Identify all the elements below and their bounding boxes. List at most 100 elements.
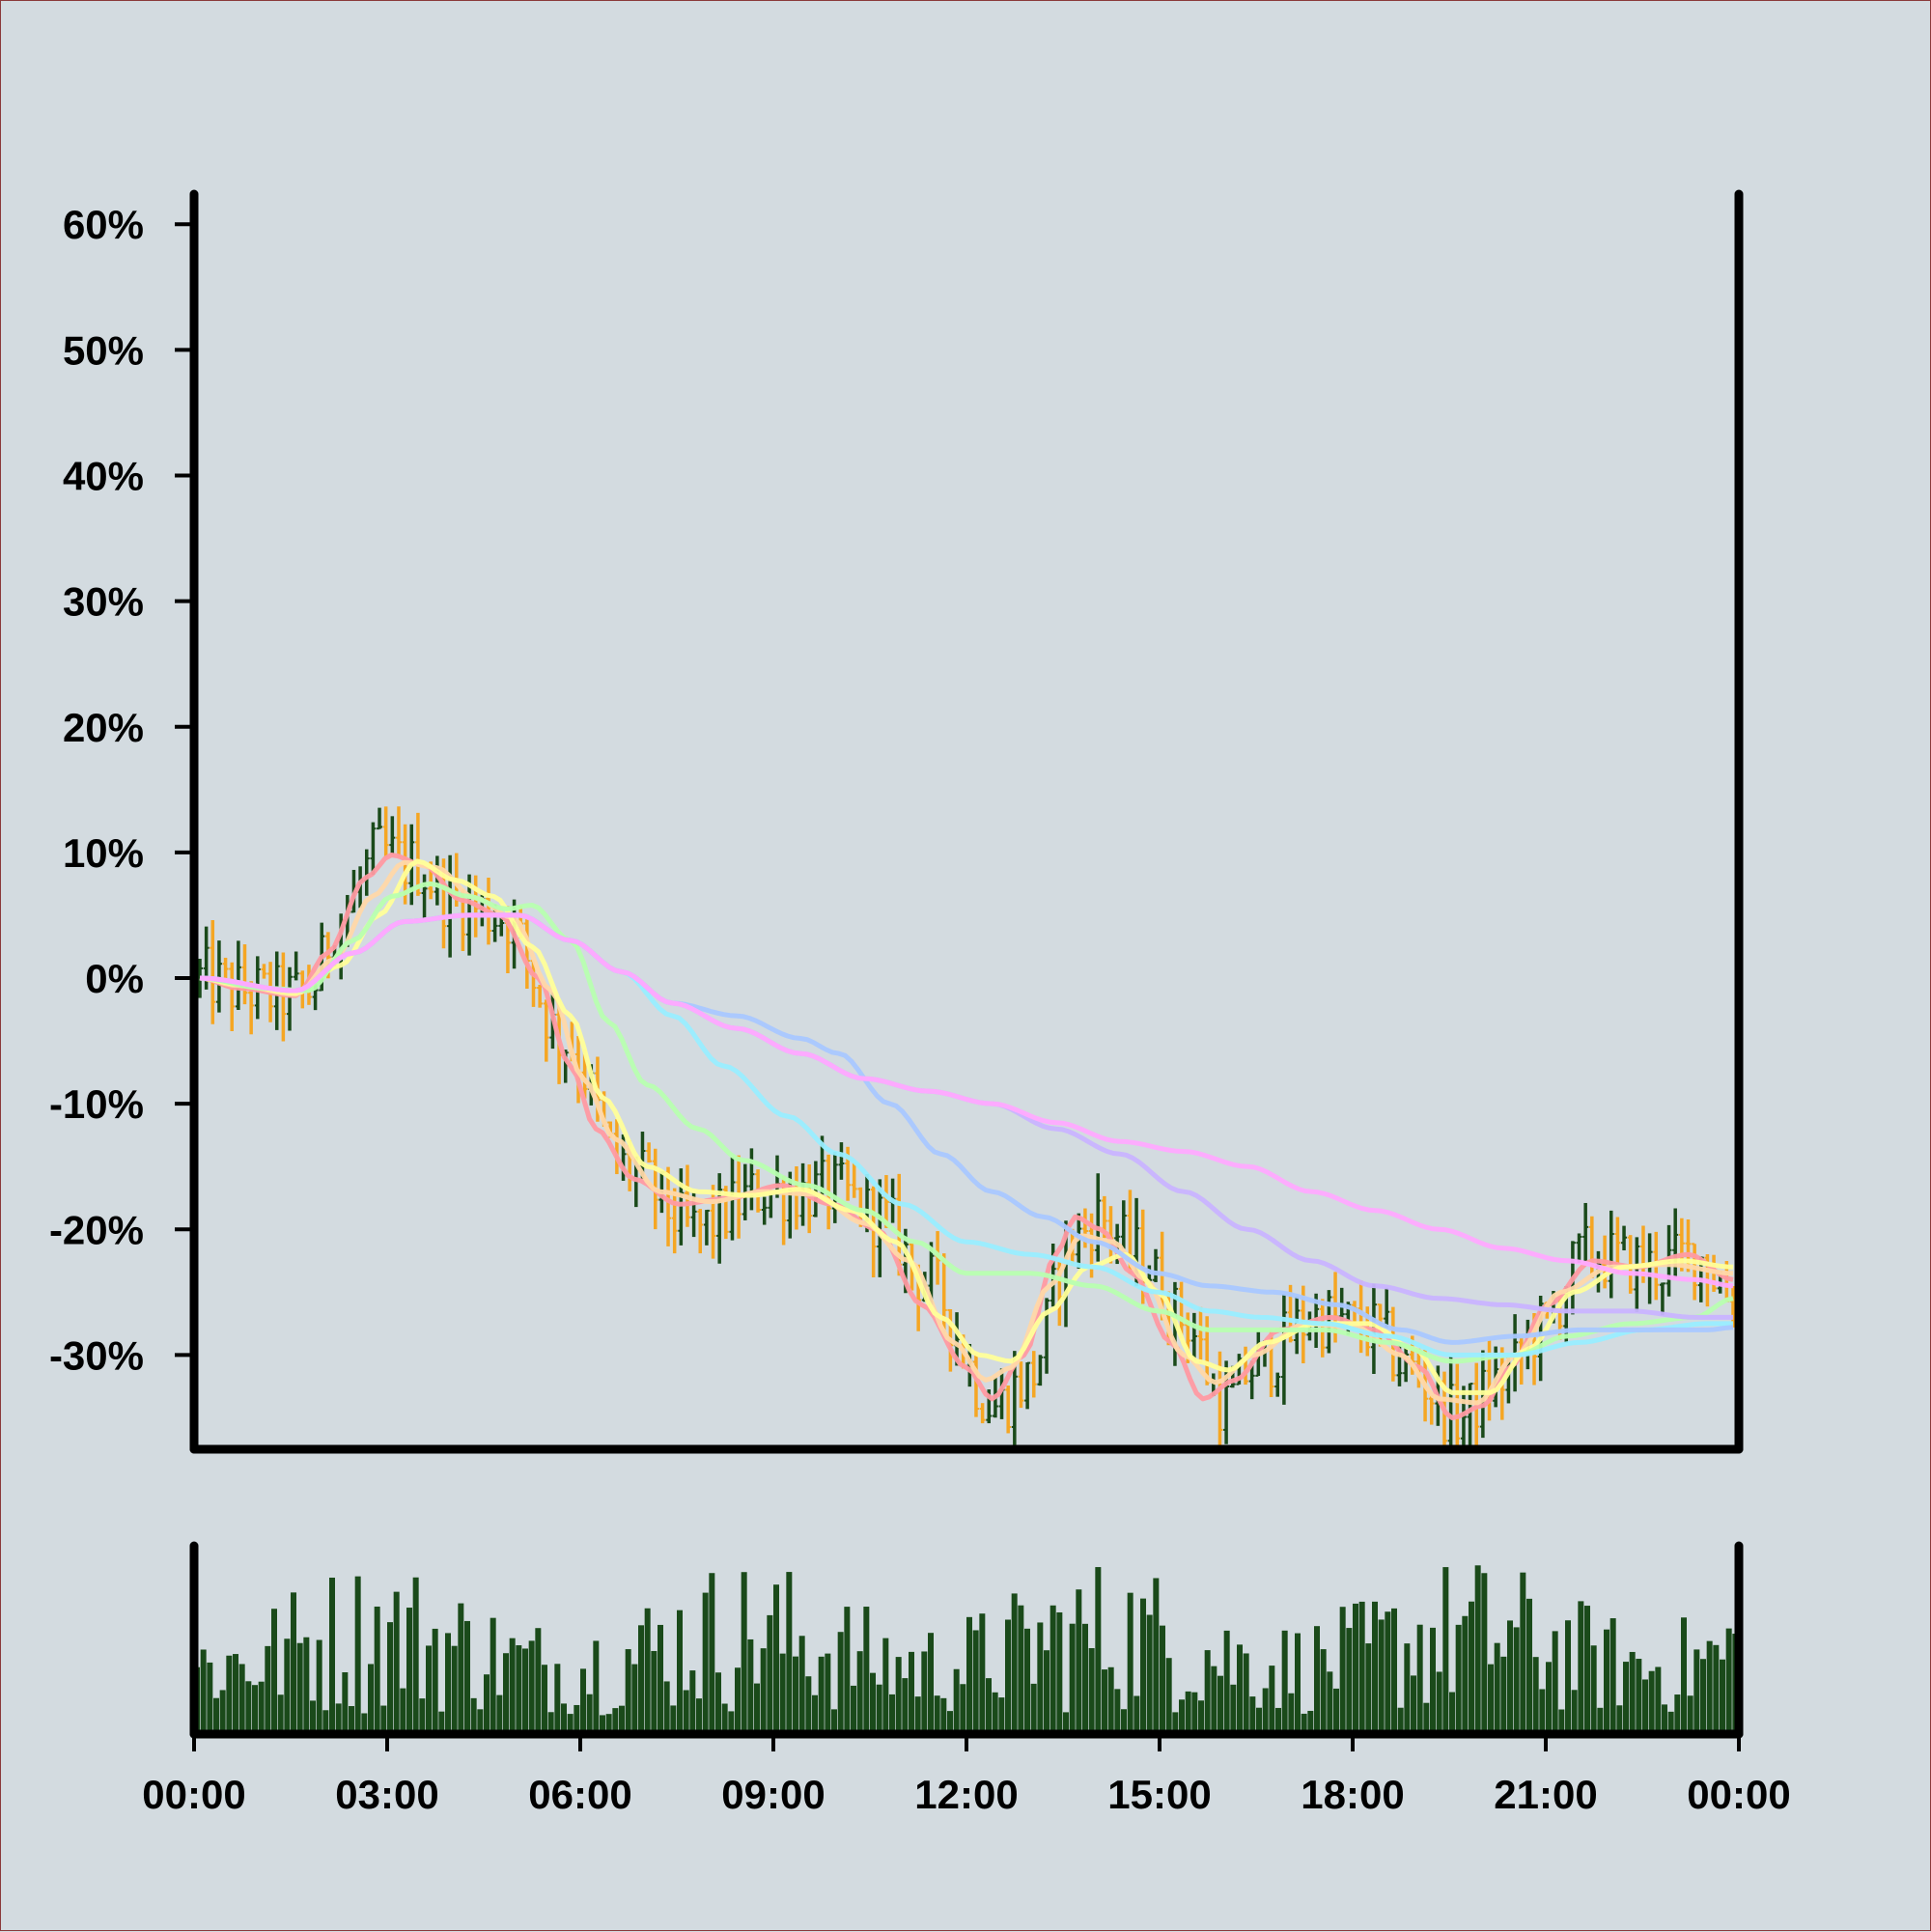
volume-bar bbox=[1648, 1670, 1655, 1734]
ohlc-bar bbox=[979, 1403, 986, 1424]
volume-bar bbox=[542, 1665, 547, 1734]
volume-bar bbox=[438, 1711, 445, 1734]
volume-bar bbox=[593, 1640, 600, 1734]
x-tick-label: 06:00 bbox=[528, 1772, 631, 1817]
volume-bar bbox=[1069, 1623, 1076, 1734]
volume-bar bbox=[1546, 1662, 1552, 1734]
ohlc-bar bbox=[793, 1165, 799, 1230]
volume-bar bbox=[1681, 1617, 1687, 1734]
volume-bar bbox=[265, 1645, 271, 1734]
volume-bar bbox=[1333, 1688, 1339, 1734]
x-axis-ticks: 00:00 03:00 06:00 09:00 12:00 15:00 18:00 21:00… bbox=[142, 1734, 1791, 1817]
ohlc-bar bbox=[1030, 1351, 1037, 1398]
volume-bar bbox=[1269, 1666, 1275, 1734]
volume-bar bbox=[1629, 1651, 1636, 1734]
volume-bar bbox=[1507, 1620, 1513, 1734]
ohlc-bars bbox=[197, 806, 1736, 1445]
volume-bar bbox=[902, 1678, 909, 1734]
volume-bar bbox=[1076, 1589, 1082, 1734]
volume-bar bbox=[670, 1705, 677, 1734]
volume-bar bbox=[349, 1706, 354, 1734]
ohlc-bar bbox=[389, 816, 396, 854]
volume-bar bbox=[238, 1664, 245, 1734]
volume-bar bbox=[605, 1714, 612, 1734]
moving-average-line-5 bbox=[199, 912, 1733, 1358]
volume-bar bbox=[747, 1638, 754, 1734]
ohlc-bar bbox=[382, 806, 389, 858]
ohlc-bar bbox=[210, 919, 216, 1024]
ohlc-bar bbox=[1576, 1233, 1582, 1263]
moving-average-line-6 bbox=[199, 912, 1734, 1345]
volume-bar bbox=[1442, 1567, 1449, 1734]
volume-bar bbox=[561, 1703, 567, 1734]
volume-bar bbox=[1520, 1572, 1526, 1734]
ohlc-bar bbox=[1037, 1355, 1044, 1386]
volume-bar bbox=[484, 1674, 490, 1734]
volume-bar bbox=[998, 1697, 1005, 1734]
y-tick-label: -20% bbox=[49, 1207, 144, 1252]
volume-bar bbox=[1056, 1611, 1063, 1734]
ohlc-bar bbox=[1582, 1202, 1589, 1262]
volume-bar bbox=[277, 1694, 284, 1734]
volume-bar bbox=[1121, 1709, 1127, 1734]
volume-bar bbox=[1667, 1711, 1674, 1734]
volume-bar bbox=[580, 1668, 586, 1734]
volume-bar bbox=[213, 1697, 219, 1734]
volume-bar bbox=[1082, 1623, 1088, 1734]
ohlc-bar bbox=[1588, 1216, 1595, 1278]
ohlc-bar bbox=[395, 806, 402, 858]
volume-bar bbox=[335, 1703, 342, 1734]
volume-bar bbox=[516, 1645, 522, 1734]
volume-bar bbox=[1558, 1709, 1565, 1734]
ohlc-bar bbox=[972, 1353, 979, 1417]
ohlc-bar bbox=[229, 962, 236, 1032]
moving-average-line-2 bbox=[199, 859, 1734, 1406]
volume-bar bbox=[972, 1630, 979, 1734]
volume-bar bbox=[1107, 1666, 1114, 1734]
y-tick-label: 0% bbox=[85, 956, 144, 1001]
volume-bar bbox=[638, 1625, 644, 1734]
ohlc-bar bbox=[1428, 1394, 1435, 1425]
ohlc-bar bbox=[748, 1148, 755, 1211]
volume-bar bbox=[496, 1694, 503, 1734]
volume-bar bbox=[889, 1694, 895, 1734]
volume-bar bbox=[1416, 1624, 1423, 1734]
volume-bar bbox=[953, 1668, 960, 1734]
volume-bar bbox=[786, 1572, 793, 1734]
axes bbox=[189, 189, 1744, 1739]
volume-bar bbox=[470, 1697, 477, 1734]
ohlc-bar bbox=[1608, 1210, 1614, 1299]
volume-bar bbox=[735, 1667, 741, 1734]
volume-bar bbox=[226, 1655, 233, 1734]
volume-bar bbox=[805, 1676, 812, 1734]
volume-bar bbox=[284, 1638, 291, 1734]
ohlc-bar bbox=[703, 1209, 710, 1246]
x-tick-label: 21:00 bbox=[1494, 1772, 1597, 1817]
volume-bar bbox=[1378, 1619, 1385, 1734]
volume-bar bbox=[490, 1617, 496, 1734]
ohlc-bar bbox=[1178, 1281, 1185, 1339]
volume-bar bbox=[219, 1690, 226, 1734]
volume-bar bbox=[1346, 1628, 1353, 1734]
volume-bar bbox=[779, 1653, 786, 1734]
volume-bar bbox=[1172, 1712, 1179, 1734]
volume-bar bbox=[876, 1684, 882, 1734]
volume-bar bbox=[342, 1672, 349, 1734]
ohlc-bar bbox=[1024, 1361, 1031, 1410]
volume-bar bbox=[522, 1648, 528, 1734]
x-tick-label: 15:00 bbox=[1107, 1772, 1211, 1817]
volume-bar bbox=[445, 1633, 451, 1734]
volume-bar bbox=[1230, 1684, 1237, 1734]
volume-bar bbox=[1720, 1659, 1725, 1734]
volume-bar bbox=[798, 1636, 805, 1734]
ohlc-bar bbox=[851, 1162, 857, 1198]
volume-bar bbox=[245, 1681, 252, 1734]
volume-bar bbox=[1037, 1622, 1044, 1734]
volume-bar bbox=[1223, 1630, 1230, 1734]
volume-bar bbox=[368, 1664, 374, 1734]
volume-bar bbox=[882, 1638, 889, 1734]
volume-bar bbox=[567, 1714, 574, 1734]
volume-bar bbox=[979, 1613, 986, 1734]
moving-average-lines bbox=[199, 853, 1734, 1420]
volume-bar bbox=[1024, 1628, 1030, 1734]
